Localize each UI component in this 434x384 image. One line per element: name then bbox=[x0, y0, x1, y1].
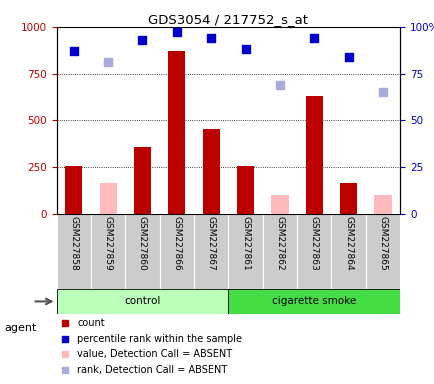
Text: GSM227859: GSM227859 bbox=[103, 216, 112, 271]
Bar bbox=[99, 183, 116, 214]
Bar bbox=[194, 214, 228, 289]
Bar bbox=[134, 147, 151, 214]
Bar bbox=[228, 214, 262, 289]
Text: agent: agent bbox=[4, 323, 36, 333]
Point bbox=[105, 60, 111, 66]
Bar bbox=[125, 214, 159, 289]
Bar bbox=[228, 289, 399, 314]
Bar bbox=[159, 214, 194, 289]
Bar bbox=[56, 289, 228, 314]
Bar bbox=[331, 214, 365, 289]
Point bbox=[302, 144, 309, 150]
Bar bbox=[56, 214, 91, 289]
Bar bbox=[262, 214, 296, 289]
Text: cigarette smoke: cigarette smoke bbox=[272, 296, 355, 306]
Text: GSM227862: GSM227862 bbox=[275, 216, 284, 271]
Bar bbox=[339, 183, 356, 214]
Point bbox=[379, 89, 386, 96]
Point bbox=[139, 37, 146, 43]
Point bbox=[310, 35, 317, 41]
Bar bbox=[374, 195, 391, 214]
Text: rank, Detection Call = ABSENT: rank, Detection Call = ABSENT bbox=[77, 365, 227, 375]
Text: GSM227858: GSM227858 bbox=[69, 216, 78, 271]
Point bbox=[242, 46, 249, 52]
Bar bbox=[91, 214, 125, 289]
Text: GSM227860: GSM227860 bbox=[138, 216, 147, 271]
Point bbox=[302, 2, 309, 8]
Text: count: count bbox=[77, 318, 105, 328]
Point bbox=[302, 285, 309, 291]
Text: GSM227861: GSM227861 bbox=[240, 216, 250, 271]
Point bbox=[276, 82, 283, 88]
Bar bbox=[365, 214, 399, 289]
Bar bbox=[202, 129, 219, 214]
Text: GSM227863: GSM227863 bbox=[309, 216, 318, 271]
Text: GSM227866: GSM227866 bbox=[172, 216, 181, 271]
Point bbox=[173, 30, 180, 36]
Text: GSM227864: GSM227864 bbox=[343, 216, 352, 271]
Bar bbox=[237, 166, 253, 214]
Point bbox=[345, 54, 352, 60]
Bar bbox=[271, 195, 288, 214]
Text: value, Detection Call = ABSENT: value, Detection Call = ABSENT bbox=[77, 349, 232, 359]
Title: GDS3054 / 217752_s_at: GDS3054 / 217752_s_at bbox=[148, 13, 308, 26]
Bar bbox=[168, 51, 185, 214]
Text: control: control bbox=[124, 296, 160, 306]
Point bbox=[207, 35, 214, 41]
Bar bbox=[305, 96, 322, 214]
Bar bbox=[296, 214, 331, 289]
Text: percentile rank within the sample: percentile rank within the sample bbox=[77, 334, 242, 344]
Text: GSM227867: GSM227867 bbox=[206, 216, 215, 271]
Bar bbox=[65, 166, 82, 214]
Point bbox=[70, 48, 77, 54]
Text: GSM227865: GSM227865 bbox=[378, 216, 387, 271]
